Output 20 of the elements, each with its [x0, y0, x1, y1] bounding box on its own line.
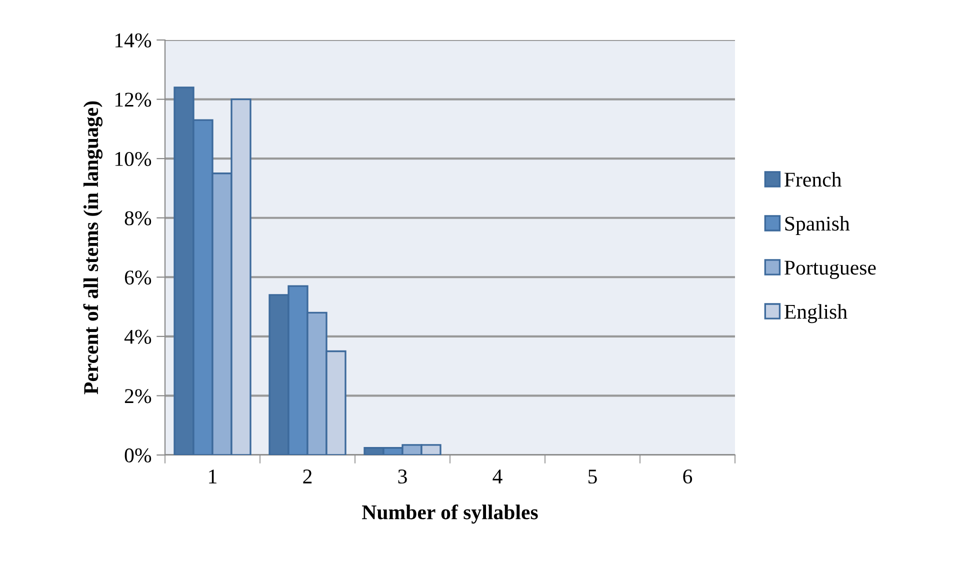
y-axis-title: Percent of all stems (in language) [83, 101, 103, 394]
y-tick-label: 2% [124, 389, 152, 404]
y-tick-label: 8% [124, 211, 152, 226]
y-tick-label: 10% [115, 152, 152, 166]
legend-label: French [784, 172, 842, 187]
x-tick-label: 4 [492, 470, 502, 484]
x-tick-label: 3 [398, 470, 407, 484]
x-tick-label: 5 [588, 470, 597, 484]
y-tick-label: 12% [115, 92, 152, 107]
legend-label: English [784, 304, 848, 324]
y-tick-label: 0% [124, 448, 152, 462]
x-tick-label: 1 [209, 470, 216, 484]
x-tick-label: 2 [303, 470, 312, 484]
y-tick-label: 14% [115, 33, 152, 48]
y-tick-label: 4% [124, 330, 152, 344]
x-tick-label: 6 [683, 470, 692, 484]
y-tick-label: 6% [124, 270, 152, 285]
legend-label: Spanish [785, 216, 850, 235]
legend-label: Portuguese [784, 260, 876, 280]
x-axis-title: Number of syllables [362, 504, 538, 524]
